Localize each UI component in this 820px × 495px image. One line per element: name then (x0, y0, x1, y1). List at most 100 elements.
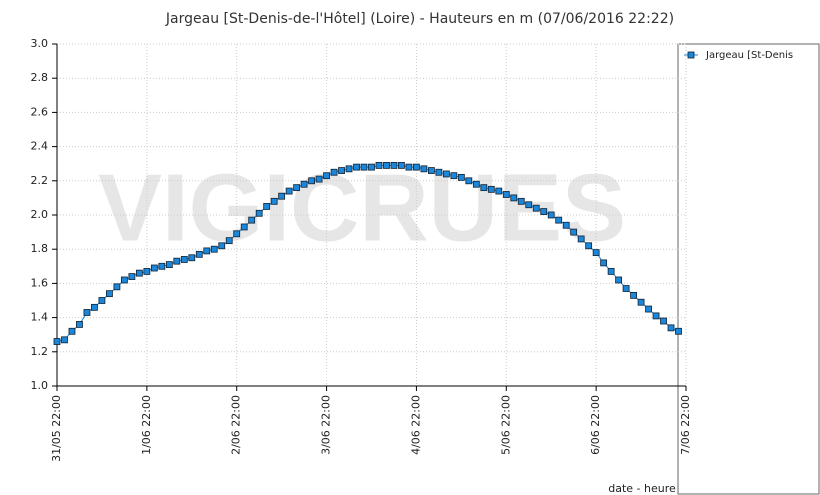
data-point (150, 264, 158, 272)
data-point (128, 273, 136, 280)
x-tick-label: 5/06 22:00 (499, 395, 512, 455)
x-tick-label: 6/06 22:00 (589, 395, 602, 455)
x-axis-label: date - heure (608, 482, 676, 495)
data-point (83, 309, 91, 316)
data-point (562, 221, 570, 229)
data-point (428, 167, 435, 174)
data-point (278, 192, 286, 200)
data-point (517, 197, 525, 205)
data-point (660, 317, 667, 325)
data-point (667, 324, 675, 332)
data-point (173, 257, 181, 265)
data-point (435, 168, 443, 176)
data-point (255, 209, 263, 217)
data-point (143, 268, 151, 275)
data-point (203, 247, 211, 255)
data-point (188, 254, 196, 262)
data-point (442, 170, 450, 178)
data-point (592, 249, 600, 257)
data-point (225, 237, 233, 245)
data-point (457, 173, 465, 181)
y-tick-label: 2.6 (31, 105, 49, 118)
data-point (293, 184, 301, 192)
data-point (315, 175, 323, 183)
data-point (300, 180, 308, 188)
data-point (577, 235, 585, 243)
data-point (308, 177, 315, 185)
data-point (480, 184, 488, 192)
data-point (323, 172, 330, 180)
data-point (135, 269, 143, 277)
data-point (368, 163, 375, 171)
data-point (113, 283, 121, 291)
data-point (375, 162, 383, 169)
data-point (285, 187, 293, 195)
x-tick-label: 7/06 22:00 (679, 395, 692, 455)
legend-label: Jargeau [St-Denis (705, 50, 793, 61)
y-tick-label: 2.4 (31, 140, 49, 153)
data-point (68, 327, 76, 335)
legend-panel (677, 43, 820, 495)
y-tick-label: 1.2 (31, 345, 49, 358)
data-point (472, 180, 480, 188)
x-tick-label: 4/06 22:00 (409, 395, 422, 455)
data-point (652, 312, 660, 320)
data-point (510, 194, 518, 202)
data-point (487, 185, 495, 193)
data-point (98, 297, 106, 304)
data-point (233, 230, 241, 238)
data-point (248, 216, 256, 224)
data-point (53, 338, 61, 345)
data-point (195, 250, 203, 258)
data-point (165, 261, 173, 268)
data-point (240, 223, 248, 231)
data-point (622, 285, 630, 292)
data-point (570, 228, 578, 236)
data-point (637, 298, 645, 306)
y-tick-label: 3.0 (31, 37, 49, 50)
x-tick-label: 2/06 22:00 (230, 395, 243, 455)
data-point (91, 303, 98, 311)
data-point (158, 262, 166, 270)
data-point (600, 259, 608, 267)
y-tick-label: 1.6 (31, 276, 49, 289)
data-point (263, 203, 271, 210)
data-point (338, 167, 345, 174)
data-point (120, 276, 128, 284)
data-point (76, 321, 83, 328)
data-point (615, 276, 623, 284)
data-point (345, 165, 353, 173)
data-point (607, 268, 615, 275)
data-point (330, 168, 338, 176)
data-point (360, 163, 368, 171)
y-tick-label: 2.2 (31, 174, 49, 187)
data-point (405, 163, 413, 171)
data-point (420, 165, 428, 173)
y-tick-label: 1.4 (31, 311, 49, 324)
data-point (547, 211, 555, 219)
y-tick-label: 1.8 (31, 242, 49, 255)
data-point (495, 187, 503, 195)
data-point (502, 191, 510, 198)
x-tick-label: 31/05 22:00 (50, 395, 63, 462)
data-point (210, 245, 218, 253)
data-point (645, 305, 652, 313)
data-point (398, 162, 405, 169)
data-point (383, 162, 390, 169)
data-point (555, 216, 563, 224)
x-tick-label: 1/06 22:00 (140, 395, 153, 455)
data-point (218, 242, 226, 250)
data-point (525, 201, 533, 209)
data-point (585, 242, 593, 250)
y-tick-label: 1.0 (31, 379, 49, 392)
data-point (61, 336, 68, 344)
data-point (465, 177, 473, 185)
data-point (450, 172, 458, 180)
y-tick-label: 2.0 (31, 208, 49, 221)
y-tick-label: 2.8 (31, 71, 49, 84)
legend-swatch (687, 51, 695, 59)
data-point (270, 197, 278, 205)
data-point (106, 290, 113, 298)
